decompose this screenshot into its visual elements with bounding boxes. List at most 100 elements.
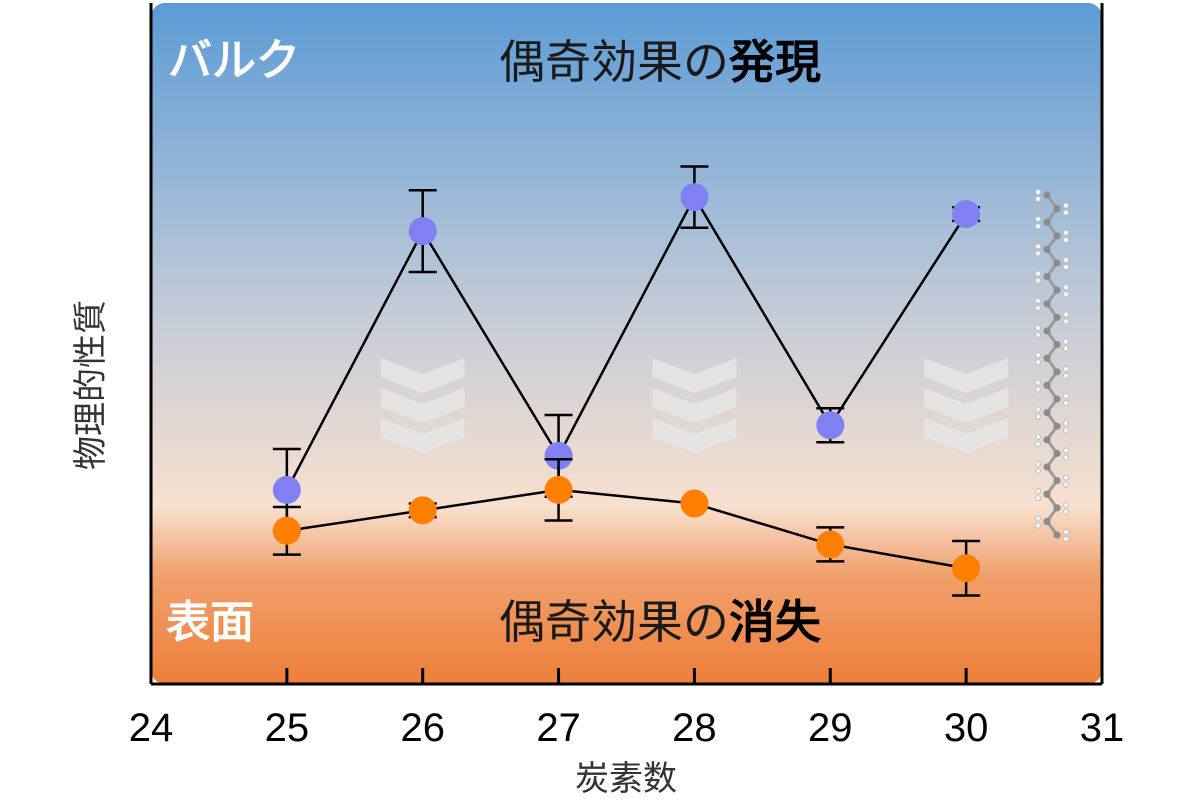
bottom-headline-text: 偶奇効果の	[499, 595, 729, 649]
hydrogen-atom	[1035, 216, 1042, 223]
data-point-bulk	[408, 217, 437, 246]
hydrogen-atom	[1035, 243, 1042, 250]
hydrogen-atom	[1035, 386, 1042, 393]
hydrogen-atom	[1035, 304, 1042, 311]
x-tick-label: 25	[265, 706, 310, 750]
hydrogen-atom	[1063, 420, 1070, 427]
carbon-atom	[1043, 300, 1051, 308]
data-point-surface	[408, 496, 437, 525]
top-headline: 偶奇効果の発現	[499, 35, 821, 89]
surface-label: 表面	[166, 597, 254, 648]
top-headline-text: 偶奇効果の	[499, 35, 729, 89]
hydrogen-atom	[1035, 250, 1042, 257]
hydrogen-atom	[1063, 365, 1070, 372]
data-point-bulk	[544, 441, 573, 470]
hydrogen-atom	[1063, 392, 1070, 399]
data-point-bulk	[816, 411, 845, 440]
data-point-bulk	[680, 183, 709, 212]
axes-frame	[149, 3, 1104, 686]
carbon-atom	[1043, 354, 1051, 362]
bottom-headline-emphasis: 消失	[729, 595, 822, 649]
carbon-atom	[1053, 368, 1061, 376]
carbon-atom	[1043, 381, 1051, 389]
series-line-surface	[286, 488, 967, 570]
carbon-atom	[1043, 409, 1051, 417]
hydrogen-atom	[1063, 447, 1070, 454]
hydrogen-atom	[1063, 481, 1070, 488]
x-tick-label: 29	[808, 706, 853, 750]
hydrogen-atom	[1035, 467, 1042, 474]
hydrogen-atom	[1063, 291, 1070, 298]
carbon-atom	[1053, 504, 1061, 512]
data-point-surface	[680, 489, 709, 518]
carbon-atom	[1043, 490, 1051, 498]
data-point-bulk	[952, 200, 981, 229]
carbon-atom	[1053, 286, 1061, 294]
chevron-arrows	[380, 358, 1009, 453]
carbon-atom	[1053, 531, 1061, 539]
carbon-atom	[1043, 517, 1051, 526]
data-point-surface	[952, 554, 981, 583]
carbon-atom	[1043, 327, 1051, 335]
carbon-atom	[1053, 205, 1061, 213]
top-headline-emphasis: 発現	[729, 35, 821, 89]
x-axis-ticks: 24 25 26 27 28 29 30 31	[129, 668, 1125, 750]
carbon-atom	[1053, 259, 1061, 267]
hydrogen-atom	[1063, 536, 1070, 543]
carbon-atom	[1053, 449, 1061, 457]
bottom-headline: 偶奇効果の消失	[499, 595, 822, 649]
hydrogen-atom	[1063, 209, 1070, 216]
hydrogen-atom	[1063, 474, 1070, 481]
carbon-atom	[1043, 273, 1051, 281]
hydrogen-atom	[1063, 501, 1070, 508]
carbon-atom	[1043, 463, 1051, 471]
carbon-atom	[1043, 191, 1051, 199]
chevron-down-icon	[652, 358, 737, 393]
x-tick-label: 28	[672, 706, 717, 750]
series-line-bulk	[285, 194, 968, 491]
x-tick-label: 24	[129, 706, 174, 750]
data-point-bulk	[272, 475, 301, 504]
hydrogen-atom	[1035, 331, 1042, 338]
chevron-down-icon	[924, 418, 1009, 453]
hydrogen-atom	[1035, 188, 1042, 195]
hydrogen-atom	[1063, 427, 1070, 434]
bulk-label: バルク	[168, 35, 300, 86]
hydrogen-atom	[1063, 345, 1070, 352]
hydrogen-atom	[1063, 229, 1070, 236]
y-axis-title: 物理的性質	[71, 300, 111, 470]
hydrogen-atom	[1035, 460, 1042, 467]
hydrogen-atom	[1063, 318, 1070, 325]
x-tick-label: 31	[1080, 706, 1125, 750]
hydrogen-atom	[1035, 270, 1042, 277]
hydrogen-atom	[1035, 324, 1042, 331]
hydrogen-atom	[1063, 508, 1070, 515]
hydrogen-atom	[1035, 195, 1042, 202]
x-tick-label: 26	[400, 706, 445, 750]
x-axis-title: 炭素数	[575, 759, 677, 799]
series-surface	[272, 458, 981, 597]
hydrogen-atom	[1063, 529, 1070, 536]
alkane-chain-icon	[1035, 188, 1070, 543]
x-tick-label: 30	[944, 706, 989, 750]
hydrogen-atom	[1035, 223, 1042, 230]
hydrogen-atom	[1063, 256, 1070, 263]
carbon-atom	[1043, 436, 1051, 444]
carbon-atom	[1053, 232, 1061, 240]
hydrogen-atom	[1035, 495, 1042, 502]
hydrogen-atom	[1063, 372, 1070, 379]
hydrogen-atom	[1035, 522, 1042, 529]
hydrogen-atom	[1035, 352, 1042, 359]
carbon-atom	[1053, 422, 1061, 430]
chevron-down-icon	[924, 388, 1009, 423]
hydrogen-atom	[1063, 284, 1070, 291]
chevron-down-icon	[652, 388, 737, 423]
hydrogen-atom	[1035, 379, 1042, 386]
hydrogen-atom	[1063, 454, 1070, 461]
hydrogen-atom	[1063, 311, 1070, 318]
hydrogen-atom	[1035, 297, 1042, 304]
plot-background	[151, 3, 1102, 684]
hydrogen-atom	[1035, 433, 1042, 440]
x-tick-label: 27	[536, 706, 581, 750]
